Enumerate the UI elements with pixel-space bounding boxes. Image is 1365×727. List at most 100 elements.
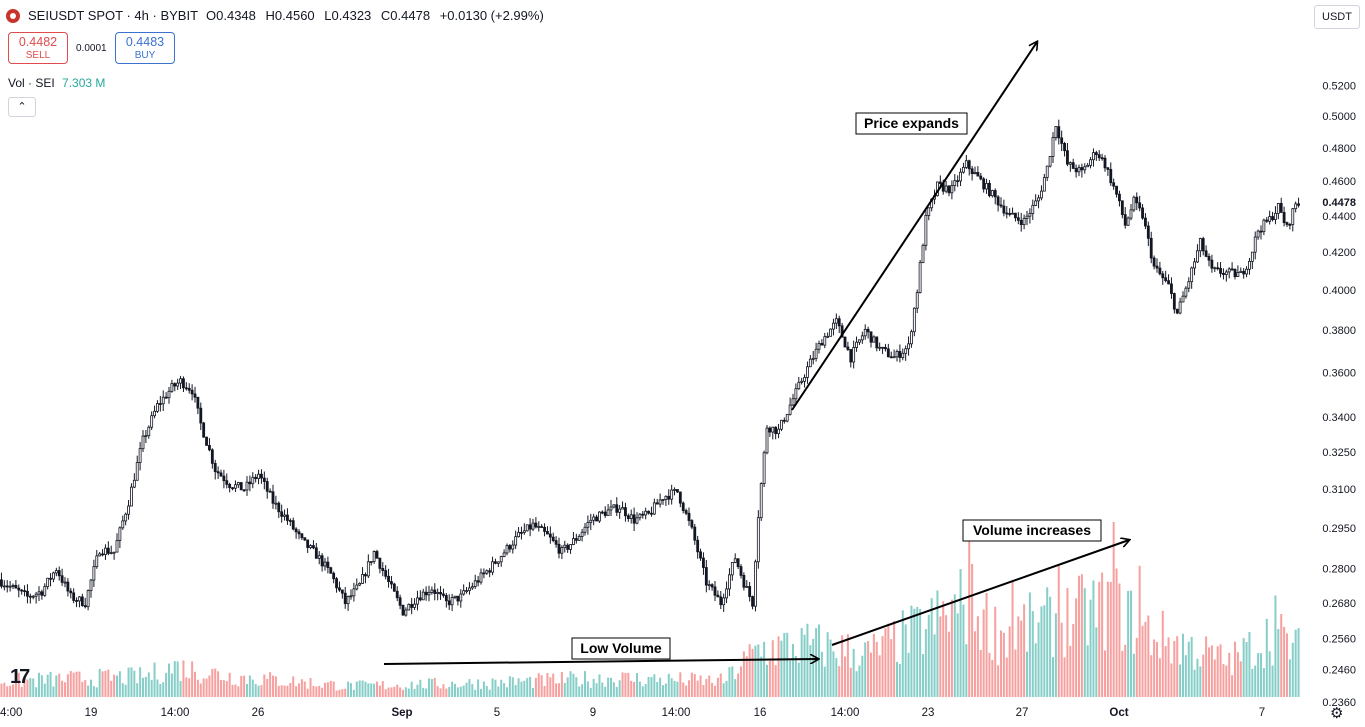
candle [268,488,272,493]
candle [589,513,593,531]
volume-bar [323,682,327,697]
y-tick-label: 0.2800 [1322,564,1356,576]
candle [528,518,532,537]
y-tick-label: 0.4200 [1322,247,1356,259]
candle [788,397,792,416]
y-tick-label: 0.3100 [1322,484,1356,496]
volume-bar [748,644,751,697]
candle [1141,204,1144,220]
candle [1256,229,1260,240]
candle [439,586,442,600]
candle [511,540,515,554]
volume-bar [280,685,283,697]
candle [632,507,636,531]
volume-bar [1069,645,1072,697]
volume-bar [1089,599,1092,697]
volume-bar [193,671,197,697]
volume-bar [176,661,179,697]
candle [534,517,538,529]
volume-bar [26,679,29,697]
volume-bar [529,676,532,697]
candle [1193,258,1196,276]
candle [1097,150,1101,161]
volume-bar [1054,613,1057,697]
candle [751,595,754,610]
candle [387,568,390,588]
time-axis[interactable]: 14:00 19 14:00 26 Sep 5 9 14:00 16 14:00 23 27 Oct 7 [0,707,1265,719]
volume-bar [1231,675,1234,697]
volume-bar [838,666,841,697]
volume-bar [208,675,211,697]
candle [196,396,200,415]
volume-bar [806,623,809,697]
y-tick-label: 0.4800 [1322,143,1356,155]
spread-value: 0.0001 [76,43,107,54]
sell-button[interactable]: 0.4482 SELL [8,32,68,64]
candle [664,495,668,506]
volume-legend[interactable]: Vol · SEI 7.303 M [8,76,105,90]
candle [158,395,162,412]
candle [343,587,347,609]
candle [580,528,584,542]
volume-bar [52,686,55,697]
candle [1207,253,1211,267]
low-value: L0.4323 [324,8,372,23]
low-volume-arrow [383,659,818,665]
candle [482,568,486,579]
candle [95,549,99,569]
candle [300,532,304,541]
volume-bar [1179,664,1182,697]
candle [754,559,757,612]
volume-bar [737,673,740,697]
volume-bar [237,686,240,697]
candle [92,559,96,588]
x-tick-label: 14:00 [662,707,691,719]
candle [349,589,353,600]
candle [317,551,321,565]
candle [1025,210,1029,226]
volume-bar [523,680,526,697]
candle [216,466,220,479]
volume-bar [653,674,656,697]
candle [80,593,84,607]
tradingview-logo-icon[interactable]: 17 [10,666,30,688]
volume-bar [968,539,971,697]
candle [1230,262,1234,271]
volume-bar [742,651,745,697]
volume-bar [719,673,722,697]
volume-bar [347,681,350,697]
currency-selector[interactable]: USDT [1314,5,1360,29]
candle [208,438,211,452]
volume-bar [1072,623,1075,697]
candle [777,423,780,439]
volume-bar [179,681,182,697]
price-axis[interactable]: 0.5200 0.5000 0.4800 0.4600 0.4400 0.4200 0.40… [1322,80,1356,709]
volume-bar [40,675,43,697]
buy-button[interactable]: 0.4483 BUY [115,32,175,64]
volume-bar [1023,604,1026,697]
volume-bar [468,679,471,697]
candle [872,335,876,343]
volume-bar [1020,620,1023,697]
symbol-title[interactable]: SEIUSDT SPOT · 4h · BYBIT [28,8,199,23]
volume-bar [878,655,881,697]
candle [1198,237,1202,258]
chevron-up-icon[interactable]: ⌃ [8,97,36,117]
candle [886,343,890,358]
candle [37,586,41,602]
volume-bar [624,672,627,697]
volume-bar [393,686,396,697]
candle [1034,194,1038,207]
gear-icon[interactable]: ⚙ [1330,705,1344,722]
volume-bar [794,655,797,697]
candle [621,501,624,510]
candle [1227,267,1231,279]
candle [260,469,263,484]
candle [369,561,373,566]
volume-bar [0,683,3,697]
last-price-label: 0.4478 [1322,197,1356,209]
candle [785,413,789,423]
candle [603,506,607,518]
